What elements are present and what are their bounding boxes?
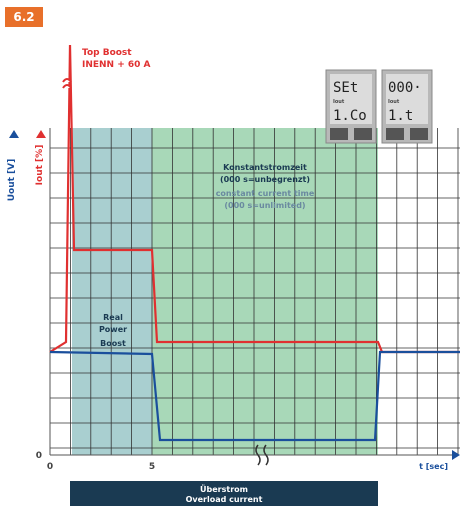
zone-label: Boost <box>100 339 126 348</box>
footer-de: Überstrom <box>200 484 248 494</box>
footer-en: Overload current <box>186 495 263 504</box>
display-top: SEt <box>333 80 358 96</box>
top-boost-title: Top Boost <box>82 48 132 58</box>
display-top: 000· <box>388 80 422 96</box>
axis-arrow <box>36 130 46 138</box>
x-five: 5 <box>149 462 155 472</box>
badge-box <box>5 7 43 27</box>
break-mark <box>255 444 269 466</box>
zone-label: (000 s=unlimited) <box>224 201 305 210</box>
boost-zone <box>72 128 152 455</box>
display: SEt Iout 1.Co <box>325 69 377 144</box>
display-bottom: 1.Co <box>333 108 367 124</box>
footer-bar <box>70 481 378 506</box>
display: 000· Iout 1.t <box>381 69 433 144</box>
constant-current-zone <box>152 128 378 455</box>
y-zero: 0 <box>36 451 42 461</box>
voltage-line <box>49 350 460 442</box>
top-boost-subtitle: INENN + 60 A <box>82 60 151 70</box>
x-axis-label: t [sec] <box>419 462 448 471</box>
zone-label: Power <box>99 325 127 334</box>
zone-label: constant current time <box>216 189 315 198</box>
grid <box>50 128 460 455</box>
display-label: Iout <box>333 99 345 105</box>
zone-label: Real <box>103 313 123 322</box>
zone-label: (000 s=unbegrenzt) <box>220 175 310 184</box>
display-bottom: 1.t <box>388 108 413 124</box>
zone-label: Konstantstromzeit <box>223 163 307 172</box>
x-zero: 0 <box>47 462 53 472</box>
badge: 6.2 <box>13 10 34 24</box>
break-mark <box>62 78 72 89</box>
current-axis-label: Iout [%] <box>35 145 45 186</box>
x-arrow <box>452 450 460 460</box>
display-label: Iout <box>388 99 400 105</box>
current-line <box>49 44 460 354</box>
axis-arrow <box>9 130 19 138</box>
voltage-axis-label: Uout [V] <box>7 159 17 202</box>
